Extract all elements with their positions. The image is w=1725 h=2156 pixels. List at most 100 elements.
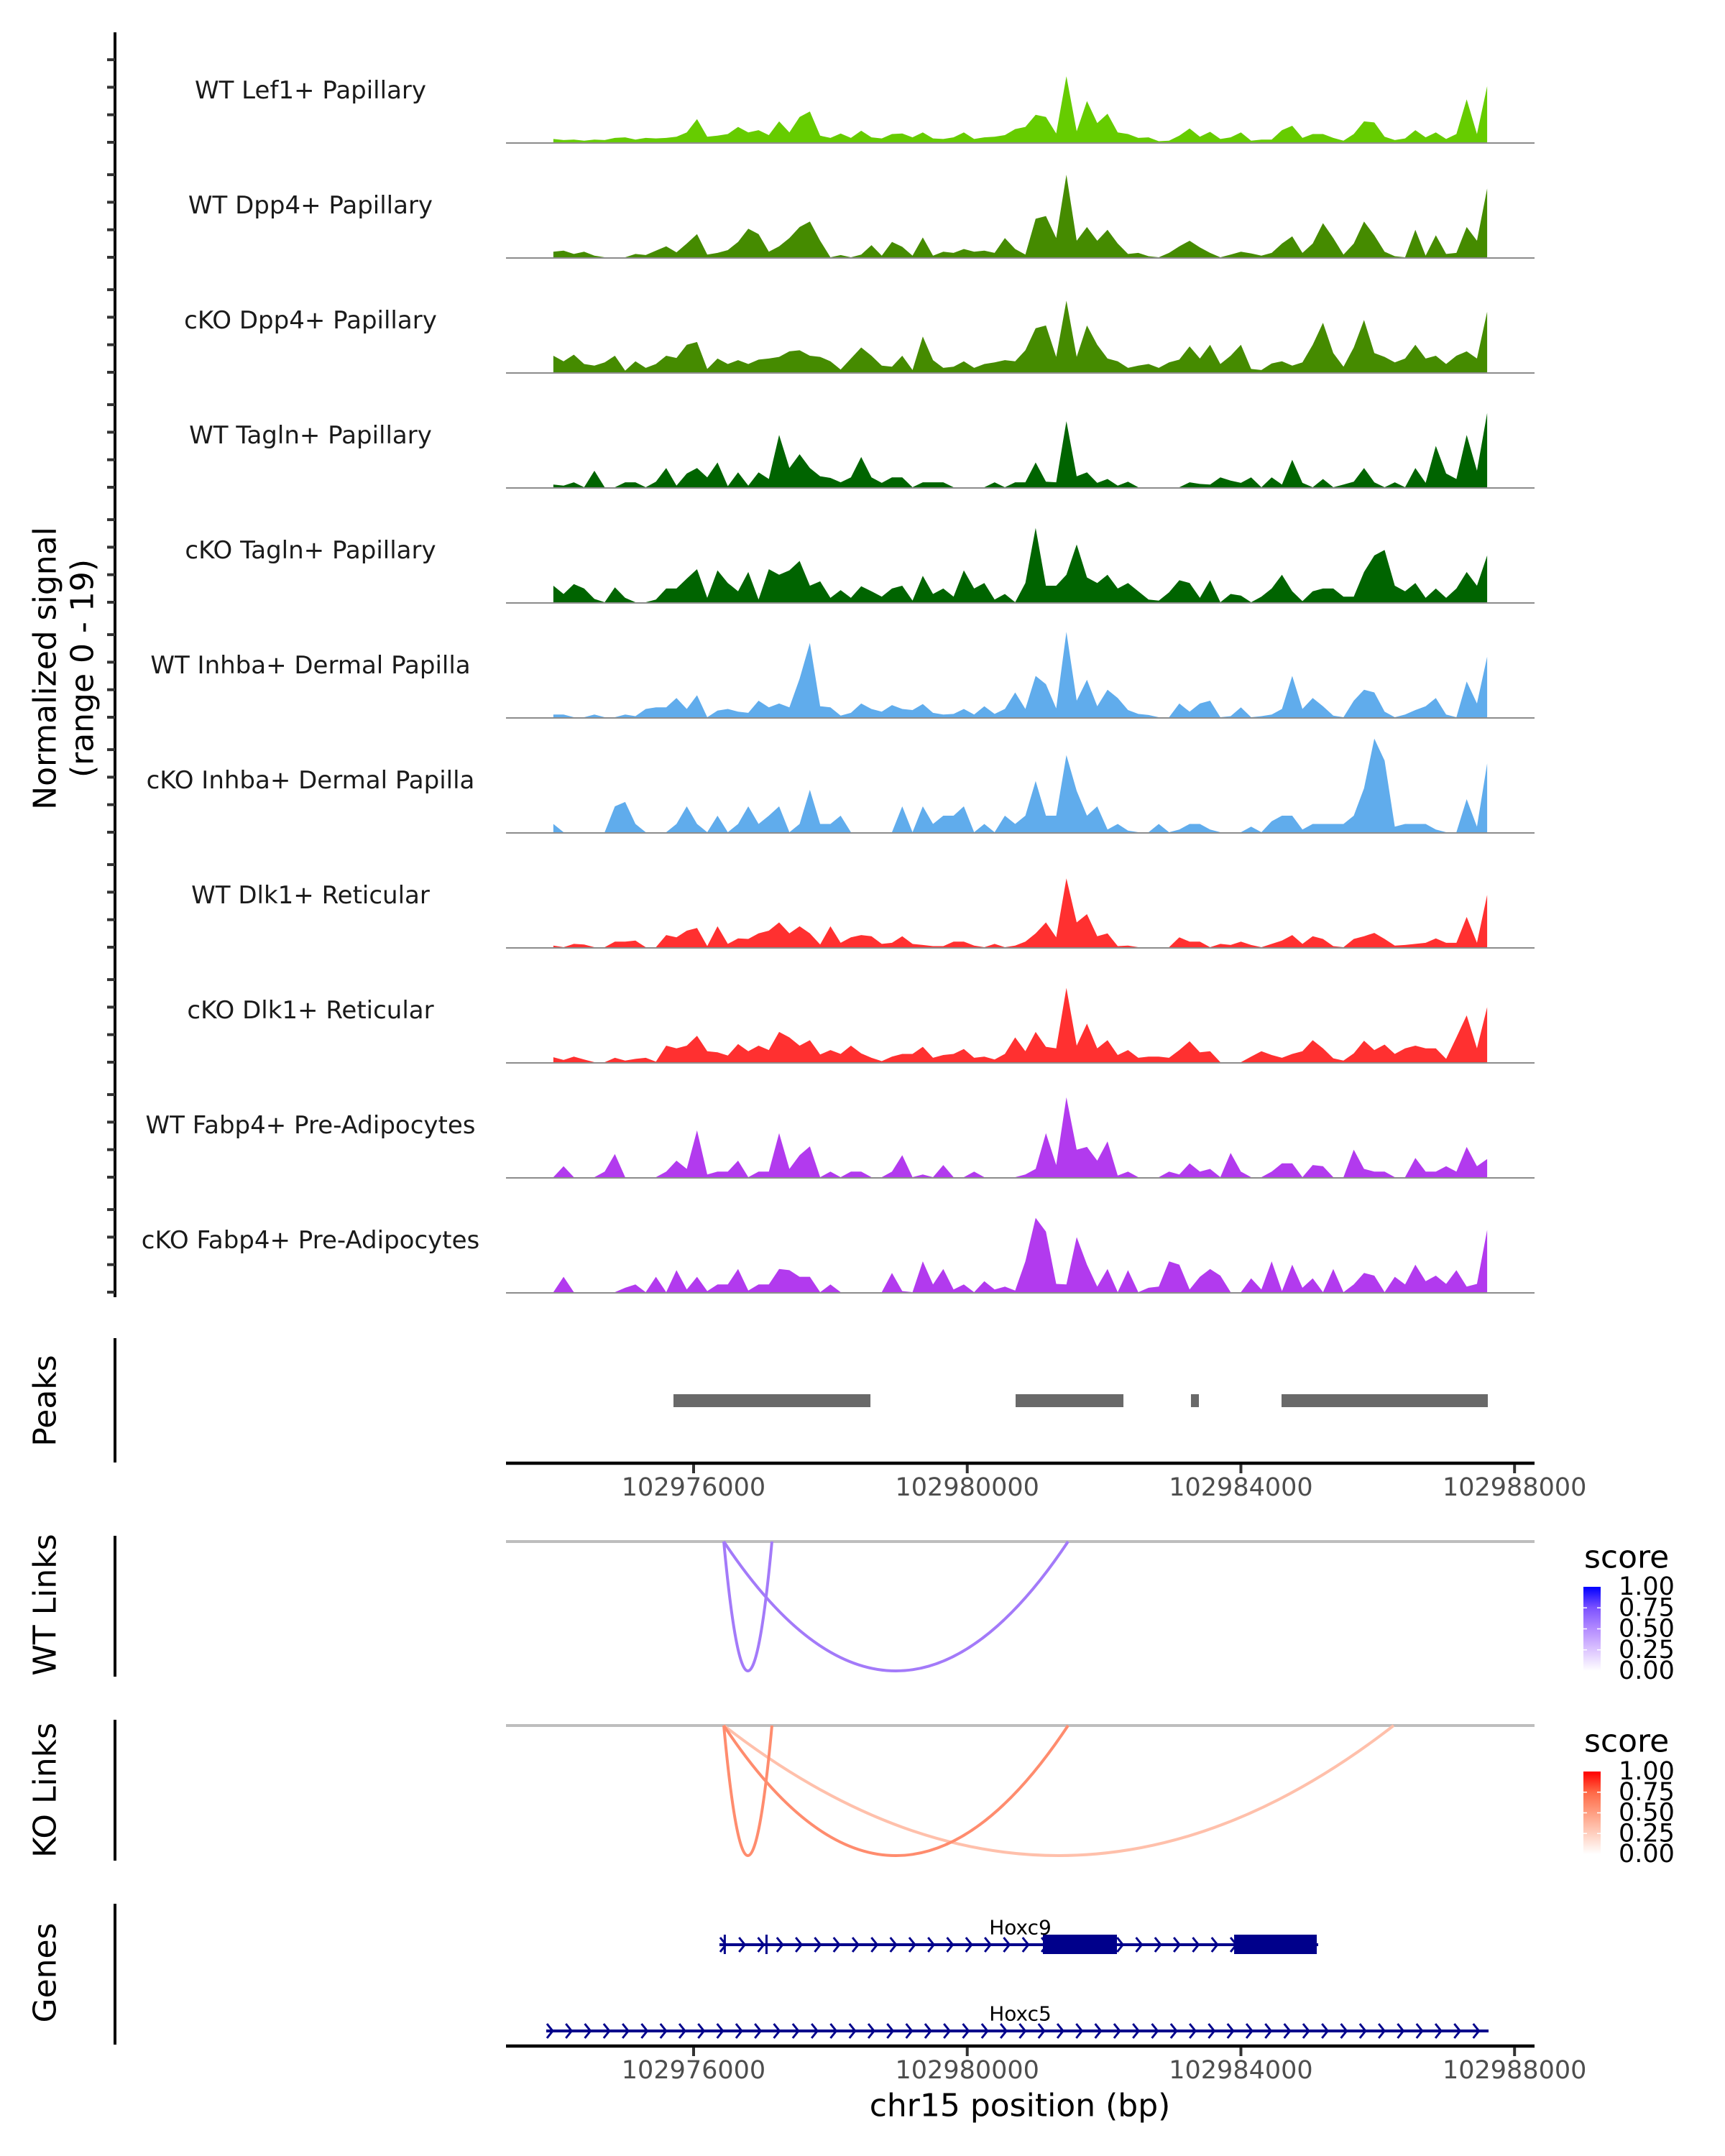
peak-region <box>1190 1394 1200 1407</box>
strand-arrow-icon <box>1321 2023 1330 2039</box>
legend-label: 0.00 <box>1619 1657 1675 1685</box>
x-tick-label: 102980000 <box>896 2056 1039 2085</box>
x-tick-label: 102984000 <box>1169 1473 1312 1502</box>
x-tick-label: 102984000 <box>1169 2056 1312 2085</box>
strand-arrow-icon <box>1151 2023 1159 2039</box>
legend-label: 1.00 <box>1619 1757 1675 1786</box>
strand-arrow-icon <box>851 1937 860 1953</box>
strand-arrow-icon <box>602 2023 611 2039</box>
coverage-track: WT Dpp4+ Papillary <box>107 173 1535 259</box>
track-label: WT Lef1+ Papillary <box>195 76 426 105</box>
strand-arrow-icon <box>640 2023 649 2039</box>
strand-arrow-icon <box>1226 2023 1235 2039</box>
ko-link-arcs <box>722 1724 1395 1857</box>
strand-arrow-icon <box>1075 2023 1084 2039</box>
legend-title: score <box>1584 1723 1669 1760</box>
strand-arrow-icon <box>1056 2023 1064 2039</box>
strand-arrow-icon <box>795 1937 804 1953</box>
coverage-track: WT Fabp4+ Pre-Adipocytes <box>107 1093 1535 1179</box>
strand-arrow-icon <box>924 2023 932 2039</box>
track-label: cKO Dpp4+ Papillary <box>184 306 437 335</box>
strand-arrow-icon <box>1358 2023 1367 2039</box>
strand-arrow-icon <box>905 2023 914 2039</box>
gene-label: Hoxc9 <box>989 1916 1052 1940</box>
y-axis-title-line1: Normalized signal <box>27 527 64 810</box>
coverage-track: cKO Dpp4+ Papillary <box>107 288 1535 374</box>
x-tick-label: 102976000 <box>622 2056 765 2085</box>
strand-arrow-icon <box>776 1937 784 1953</box>
strand-arrow-icon <box>1377 2023 1386 2039</box>
strand-arrow-icon <box>1210 1937 1219 1953</box>
link-arc <box>722 1541 773 1672</box>
wt-links-panel-label: WT Links <box>27 1534 64 1675</box>
track-label: cKO Tagln+ Papillary <box>185 536 436 565</box>
x-tick-label: 102976000 <box>622 1473 765 1502</box>
strand-arrow-icon <box>1116 1937 1125 1953</box>
strand-arrow-icon <box>754 2023 763 2039</box>
strand-arrow-icon <box>886 2023 895 2039</box>
link-arc <box>722 1724 1070 1857</box>
gene-hoxc5: Hoxc5 <box>546 2002 1489 2039</box>
strand-arrow-icon <box>965 1937 973 1953</box>
strand-arrow-icon <box>1264 2023 1273 2039</box>
exon <box>1043 1935 1117 1954</box>
strand-arrow-icon <box>1340 2023 1348 2039</box>
legend-label: 0.00 <box>1619 1840 1675 1869</box>
x-axis-title: chr15 position (bp) <box>870 2088 1171 2124</box>
track-label: WT Dpp4+ Papillary <box>188 191 433 220</box>
strand-arrow-icon <box>1472 2023 1481 2039</box>
link-arc <box>722 1724 1395 1857</box>
track-label: WT Fabp4+ Pre-Adipocytes <box>146 1111 476 1140</box>
coverage-track: cKO Tagln+ Papillary <box>107 518 1535 604</box>
strand-arrow-icon <box>1302 2023 1310 2039</box>
ko-links-panel: KO Links <box>27 1720 1535 1861</box>
strand-arrow-icon <box>1283 2023 1292 2039</box>
legend-label: 0.75 <box>1619 1593 1675 1622</box>
coverage-area <box>553 76 1488 142</box>
strand-arrow-icon <box>735 2023 743 2039</box>
strand-arrow-icon <box>980 2023 989 2039</box>
coverage-area <box>553 300 1488 372</box>
track-label: WT Tagln+ Papillary <box>189 421 432 450</box>
strand-arrow-icon <box>678 2023 686 2039</box>
legend-label: 1.00 <box>1619 1572 1675 1601</box>
legend-label: 0.25 <box>1619 1636 1675 1664</box>
gene-label: Hoxc5 <box>989 2002 1052 2026</box>
coverage-track: cKO Inhba+ Dermal Papilla <box>107 738 1535 834</box>
strand-arrow-icon <box>1154 1937 1162 1953</box>
link-arc <box>722 1725 773 1857</box>
strand-arrow-icon <box>716 2023 724 2039</box>
x-axis-genes: 102976000 102980000 102984000 102988000 <box>506 2044 1586 2085</box>
strand-arrow-icon <box>814 1937 822 1953</box>
peaks-panel: Peaks 102976000 102980000 102984000 1029880… <box>27 1338 1586 1502</box>
strand-arrow-icon <box>738 1937 747 1953</box>
strand-arrow-icon <box>1397 2023 1405 2039</box>
coverage-track: cKO Dlk1+ Reticular <box>107 978 1535 1064</box>
strand-arrow-icon <box>943 2023 952 2039</box>
peak-region <box>1016 1394 1124 1407</box>
strand-arrow-icon <box>1434 2023 1443 2039</box>
strand-arrow-icon <box>1188 2023 1197 2039</box>
peak-regions <box>673 1394 1488 1407</box>
coverage-track: WT Dlk1+ Reticular <box>107 863 1535 949</box>
strand-arrow-icon <box>962 2023 970 2039</box>
strand-arrow-icon <box>999 2023 1008 2039</box>
strand-arrow-icon <box>1208 2023 1216 2039</box>
legend-label: 0.50 <box>1619 1615 1675 1644</box>
exon <box>765 1935 768 1954</box>
strand-arrow-icon <box>946 1937 954 1953</box>
legend-label: 0.25 <box>1619 1819 1675 1848</box>
score-legends: score1.000.750.500.250.00score1.000.750.… <box>1583 1539 1675 1869</box>
strand-arrow-icon <box>1003 1937 1011 1953</box>
x-tick-label: 102988000 <box>1443 2056 1586 2085</box>
strand-arrow-icon <box>908 1937 916 1953</box>
strand-arrow-icon <box>927 1937 936 1953</box>
strand-arrow-icon <box>697 2023 706 2039</box>
track-label: cKO Inhba+ Dermal Papilla <box>147 766 475 795</box>
strand-arrow-icon <box>984 1937 993 1953</box>
strand-arrow-icon <box>810 2023 819 2039</box>
strand-arrow-icon <box>621 2023 630 2039</box>
